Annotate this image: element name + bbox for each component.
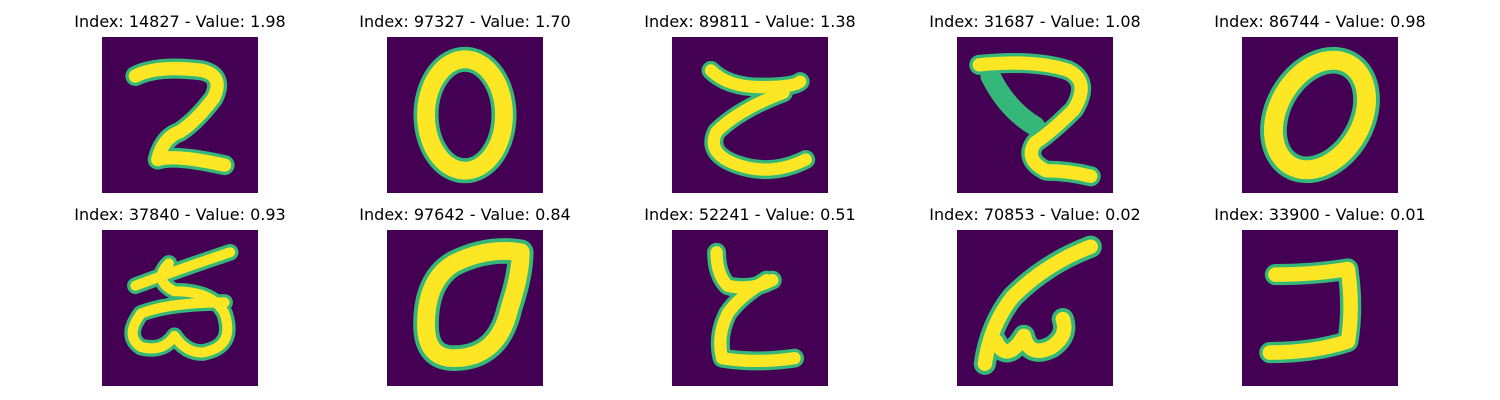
digit-image (387, 230, 543, 386)
digit-image (102, 230, 258, 386)
panel-title: Index: 89811 - Value: 1.38 (644, 12, 856, 31)
panel-10: Index: 33900 - Value: 0.01 (1200, 205, 1440, 395)
panel-3: Index: 89811 - Value: 1.38 (630, 12, 870, 202)
panel-1: Index: 14827 - Value: 1.98 (60, 12, 300, 202)
panel-title: Index: 86744 - Value: 0.98 (1214, 12, 1426, 31)
digit-image (672, 37, 828, 193)
panel-title: Index: 37840 - Value: 0.93 (74, 205, 286, 224)
panel-4: Index: 31687 - Value: 1.08 (915, 12, 1155, 202)
panel-5: Index: 86744 - Value: 0.98 (1200, 12, 1440, 202)
panel-title: Index: 97327 - Value: 1.70 (359, 12, 571, 31)
digit-image (672, 230, 828, 386)
panel-7: Index: 97642 - Value: 0.84 (345, 205, 585, 395)
digit-image (387, 37, 543, 193)
digit-image (957, 37, 1113, 193)
digit-image (957, 230, 1113, 386)
panel-2: Index: 97327 - Value: 1.70 (345, 12, 585, 202)
panel-9: Index: 70853 - Value: 0.02 (915, 205, 1155, 395)
panel-title: Index: 52241 - Value: 0.51 (644, 205, 856, 224)
panel-8: Index: 52241 - Value: 0.51 (630, 205, 870, 395)
digit-image (102, 37, 258, 193)
panel-title: Index: 70853 - Value: 0.02 (929, 205, 1141, 224)
panel-title: Index: 33900 - Value: 0.01 (1214, 205, 1426, 224)
panel-title: Index: 31687 - Value: 1.08 (929, 12, 1141, 31)
panel-title: Index: 14827 - Value: 1.98 (74, 12, 286, 31)
panel-title: Index: 97642 - Value: 0.84 (359, 205, 571, 224)
digit-image (1242, 230, 1398, 386)
digit-image (1242, 37, 1398, 193)
panel-6: Index: 37840 - Value: 0.93 (60, 205, 300, 395)
